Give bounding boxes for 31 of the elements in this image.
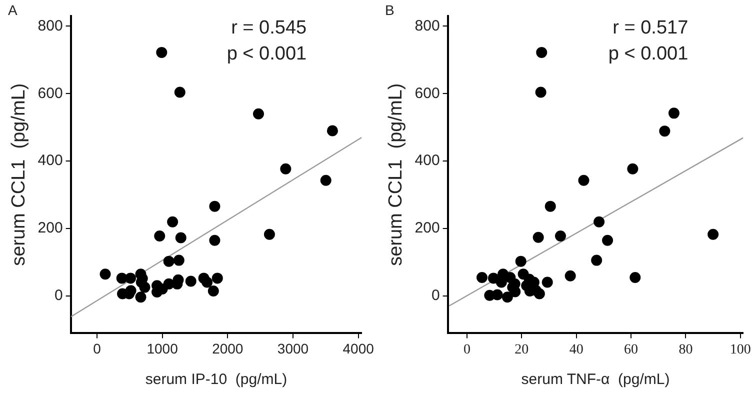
x-tick-label: 80 xyxy=(678,342,693,358)
annotation: p < 0.001 xyxy=(226,44,307,65)
annotation: p < 0.001 xyxy=(608,44,688,65)
y-tick-label: 800 xyxy=(414,17,440,34)
y-tick-label: 400 xyxy=(414,152,440,170)
x-axis-title: serum IP-10 (pg/mL) xyxy=(145,371,288,388)
x-tick-label: 0 xyxy=(463,342,470,358)
x-axis-title: serum TNF-α (pg/mL) xyxy=(521,371,670,388)
x-tick-label: 40 xyxy=(569,342,584,358)
text: A xyxy=(8,2,18,18)
x-tick-label: 20 xyxy=(514,342,529,358)
x-tick-label: 3000 xyxy=(277,340,309,356)
y-axis-title: serum CCL1 (pg/mL) xyxy=(8,83,30,266)
y-tick-label: 600 xyxy=(38,84,63,102)
y-tick-label: 600 xyxy=(414,84,440,102)
y-tick-label: 400 xyxy=(38,152,63,170)
y-tick-label: 0 xyxy=(431,287,440,304)
x-tick-label: 60 xyxy=(624,342,638,358)
x-tick-label: 100 xyxy=(730,342,751,358)
y-tick-label: 200 xyxy=(38,220,63,237)
text: B xyxy=(385,2,394,18)
y-axis-title: serum CCL1 (pg/mL) xyxy=(386,83,407,266)
x-tick-label: 4000 xyxy=(342,340,374,356)
x-tick-label: 0 xyxy=(93,340,102,356)
annotation: r = 0.545 xyxy=(231,18,307,39)
y-tick-label: 800 xyxy=(38,17,63,34)
annotation: r = 0.517 xyxy=(612,18,688,39)
x-tick-label: 2000 xyxy=(212,340,244,356)
y-tick-label: 0 xyxy=(54,287,63,304)
y-tick-label: 200 xyxy=(414,220,440,237)
x-tick-label: 1000 xyxy=(146,340,178,356)
